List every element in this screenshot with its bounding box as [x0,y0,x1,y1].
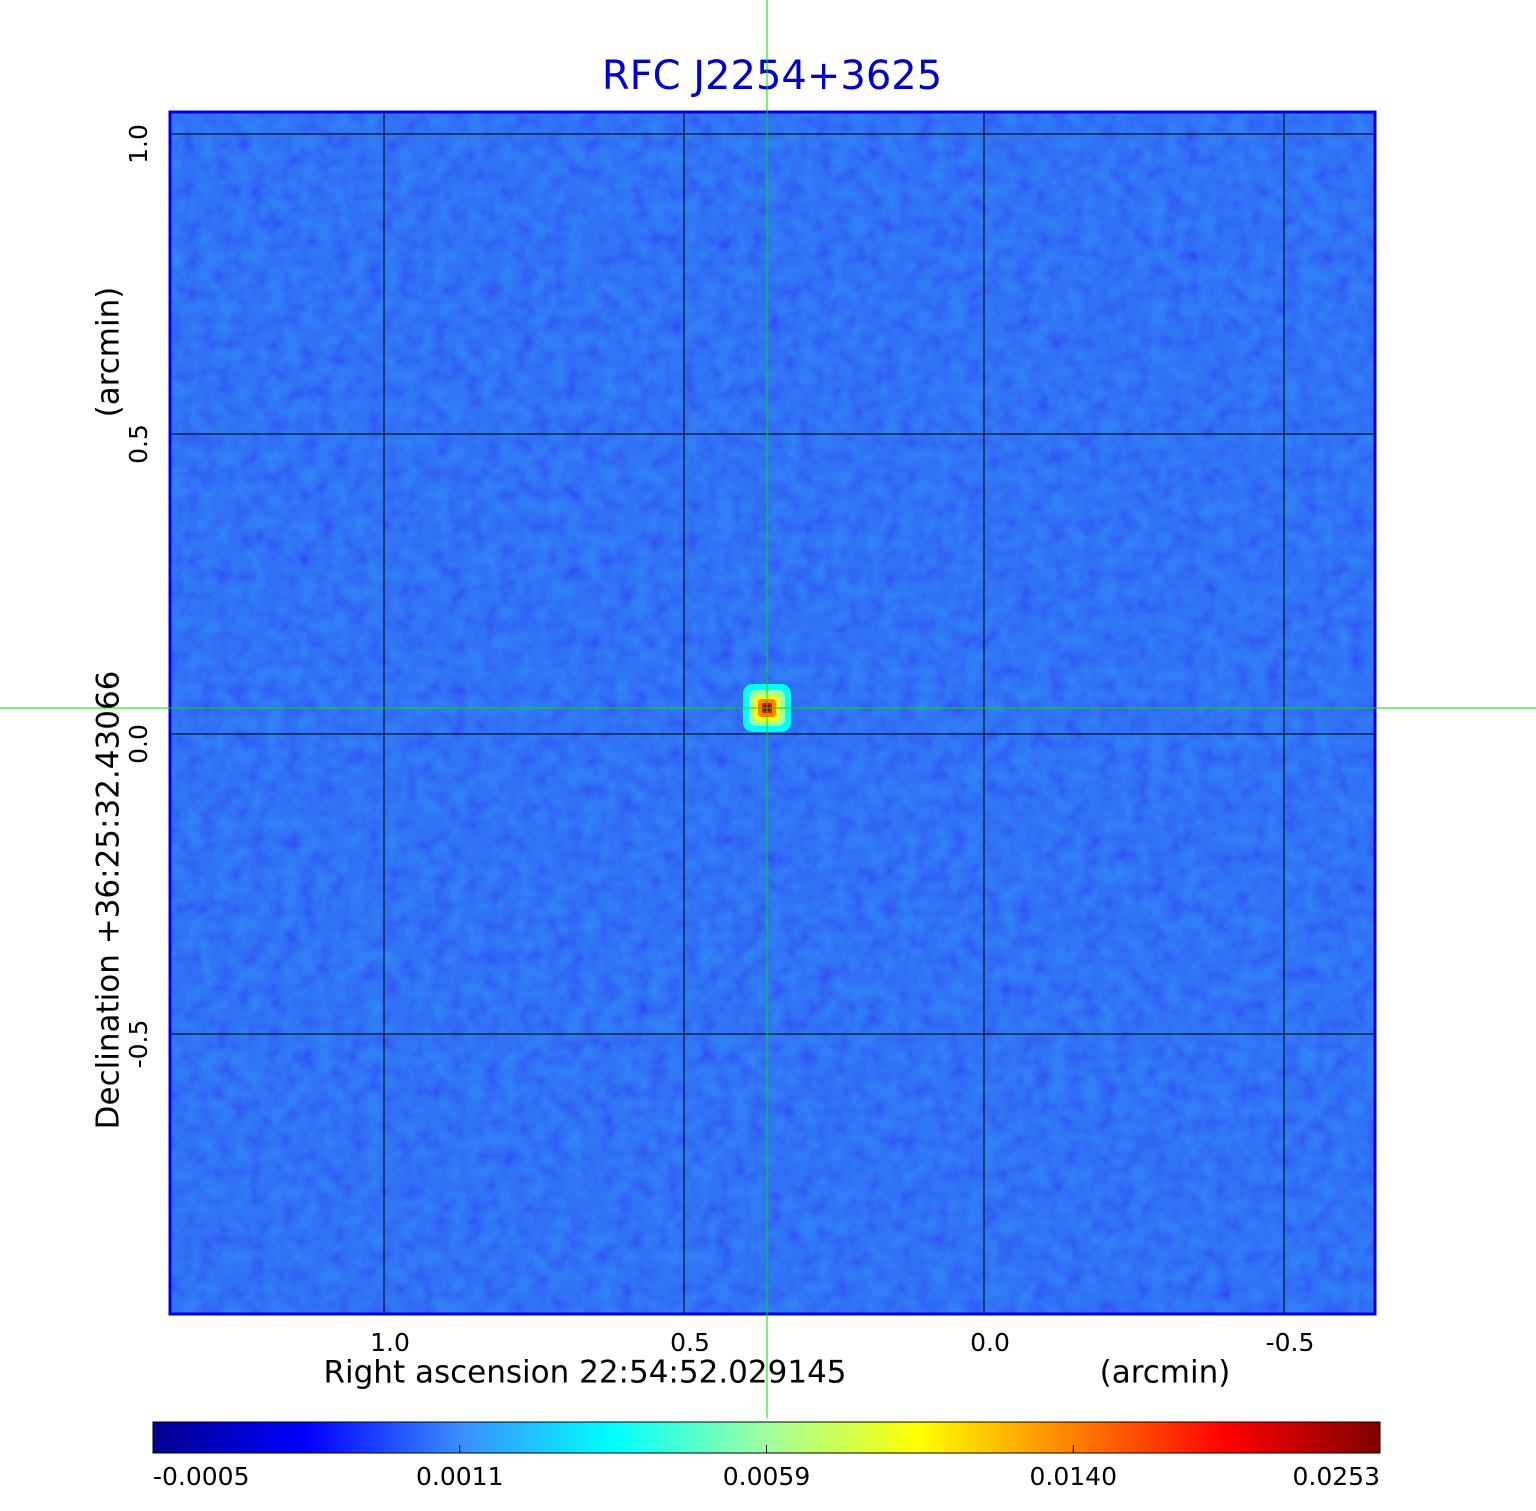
x-tick-label: 0.0 [970,1328,1010,1357]
y-tick-label: 0.5 [124,424,153,464]
x-tick-label: 1.0 [370,1328,410,1357]
plot-frame [168,110,1377,1316]
colorbar-tick-label: -0.0005 [153,1462,250,1491]
colorbar-tick-label: 0.0011 [416,1462,503,1491]
y-axis-label: Declination +36:25:32.43066 [91,671,127,1130]
x-tick-label: 0.5 [670,1328,710,1357]
colorbar-tick-label: 0.0253 [1293,1462,1380,1491]
y-tick-label: 0.0 [124,724,153,764]
y-tick-label: 1.0 [124,124,153,164]
y-axis-unit: (arcmin) [91,287,127,418]
colorbar-tick-label: 0.0059 [723,1462,810,1491]
x-axis-label: Right ascension 22:54:52.029145 [323,1355,846,1391]
y-tick-label: -0.5 [124,1020,153,1069]
chart-title: RFC J2254+3625 [602,53,942,99]
x-tick-label: -0.5 [1266,1328,1315,1357]
x-axis-unit: (arcmin) [1100,1355,1231,1391]
colorbar-tick-label: 0.0140 [1030,1462,1117,1491]
